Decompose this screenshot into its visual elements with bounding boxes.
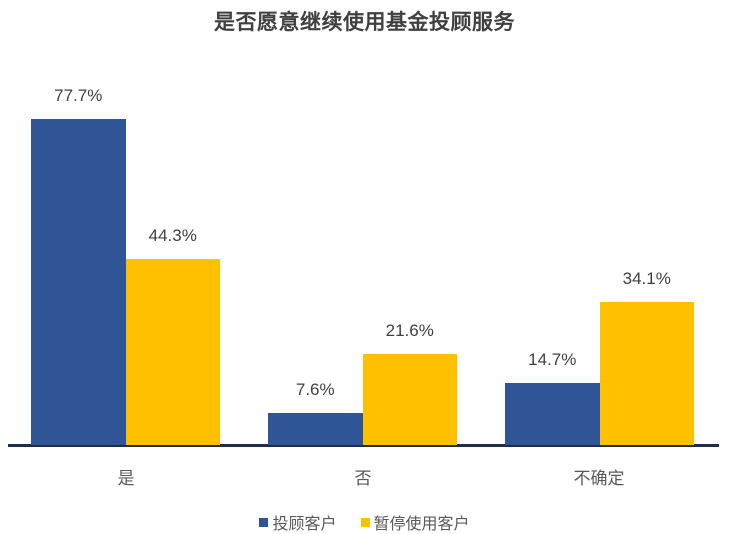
legend-swatch-icon — [360, 517, 370, 527]
data-label: 34.1% — [622, 268, 671, 288]
x-axis-line — [8, 444, 719, 447]
data-label: 21.6% — [385, 321, 434, 341]
category-label: 是 — [117, 469, 135, 489]
data-label: 44.3% — [148, 226, 197, 246]
bar-0-0 — [31, 118, 126, 445]
legend-item-series-1[interactable]: 暂停使用客户 — [360, 510, 470, 534]
legend: 投顾客户 暂停使用客户 — [0, 510, 729, 534]
category-label: 否 — [354, 469, 372, 489]
bar-0-1 — [268, 413, 363, 445]
legend-swatch-icon — [259, 517, 269, 527]
chart-title: 是否愿意继续使用基金投顾服务 — [214, 10, 515, 34]
legend-item-series-0[interactable]: 投顾客户 — [259, 510, 337, 534]
legend-label: 投顾客户 — [272, 514, 337, 533]
legend-label: 暂停使用客户 — [373, 514, 470, 533]
bar-1-0 — [125, 259, 220, 445]
bar-1-1 — [362, 354, 457, 445]
data-label: 7.6% — [295, 380, 335, 400]
data-label: 14.7% — [528, 350, 577, 370]
data-label: 77.7% — [54, 85, 103, 105]
category-label: 不确定 — [573, 469, 625, 489]
bar-1-2 — [599, 301, 694, 445]
bar-0-2 — [505, 383, 600, 445]
